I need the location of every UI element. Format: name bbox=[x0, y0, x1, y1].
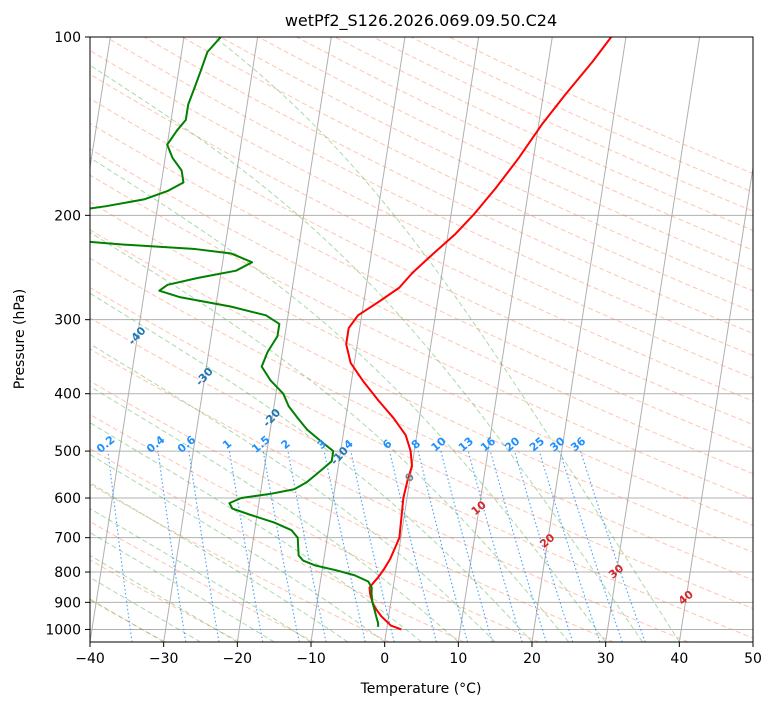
x-tick-label: 0 bbox=[380, 651, 389, 667]
dry-adiabat bbox=[90, 122, 753, 450]
dry-adiabat bbox=[90, 348, 689, 642]
moist-adiabat bbox=[90, 554, 238, 642]
moist-adiabat bbox=[90, 422, 422, 642]
isotherm-gridline bbox=[457, 37, 553, 642]
isotherm-gridline bbox=[384, 37, 480, 642]
dry-adiabat bbox=[90, 413, 540, 642]
isotherm-gridline bbox=[236, 37, 332, 642]
mixing-ratio-line bbox=[350, 450, 395, 642]
x-tick-label: 10 bbox=[449, 651, 467, 667]
isotherm-gridline bbox=[678, 164, 753, 642]
x-tick-label: 50 bbox=[744, 651, 762, 667]
y-tick-label: 600 bbox=[54, 491, 81, 507]
mixing-ratio-line bbox=[559, 450, 623, 642]
moist-adiabat bbox=[90, 385, 459, 642]
mixing-ratio-line bbox=[440, 450, 493, 642]
x-tick-label: 30 bbox=[597, 651, 615, 667]
y-tick-label: 800 bbox=[54, 565, 81, 581]
x-tick-label: 40 bbox=[670, 651, 688, 667]
y-tick-label: 1000 bbox=[45, 622, 81, 638]
x-tick-label: −40 bbox=[75, 651, 105, 667]
x-tick-label: −30 bbox=[149, 651, 179, 667]
isotherm-gridline bbox=[531, 37, 627, 642]
mixing-ratio-line bbox=[157, 451, 187, 642]
mixing-ratio-line bbox=[417, 450, 469, 642]
y-tick-label: 900 bbox=[54, 595, 81, 611]
moist-adiabat bbox=[90, 157, 607, 642]
x-tick-label: 20 bbox=[523, 651, 541, 667]
mixing-ratio-layer bbox=[107, 450, 646, 642]
mixing-ratio-line bbox=[514, 450, 574, 642]
x-tick-label: −20 bbox=[223, 651, 253, 667]
isotherm-gridline bbox=[163, 37, 259, 642]
dry-adiabat bbox=[90, 380, 614, 642]
dry-adiabat bbox=[90, 448, 465, 642]
moist-adiabat bbox=[90, 598, 164, 642]
chart-title: wetPf2_S126.2026.069.09.50.C24 bbox=[285, 11, 557, 31]
mixing-ratio-line bbox=[188, 451, 220, 642]
plot-area bbox=[90, 37, 753, 642]
mixing-ratio-line bbox=[389, 450, 437, 642]
dry-adiabat bbox=[90, 174, 753, 500]
moist-adiabat bbox=[90, 532, 275, 642]
y-tick-label: 200 bbox=[54, 208, 81, 224]
dry-adiabat bbox=[90, 520, 315, 642]
dry-adiabat bbox=[90, 73, 753, 402]
y-tick-label: 500 bbox=[54, 444, 81, 460]
mixing-ratio-line bbox=[580, 450, 646, 642]
moist-adiabat bbox=[90, 64, 643, 642]
mixing-ratio-line bbox=[107, 451, 133, 642]
grid-layer bbox=[90, 37, 753, 642]
dry-adiabat bbox=[90, 287, 753, 610]
axis-layer: −40 −30 −20 −10 0 10 20 30 40 50 100 200 300 400 500 60… bbox=[45, 30, 762, 667]
plot-frame bbox=[89, 36, 754, 643]
dry-adiabat bbox=[90, 257, 753, 581]
isotherm-gridline bbox=[310, 37, 406, 642]
dry-adiabat bbox=[90, 559, 241, 642]
y-axis-label: Pressure (hPa) bbox=[12, 289, 28, 389]
y-tick-label: 400 bbox=[54, 387, 81, 403]
series-layer bbox=[90, 37, 613, 631]
x-tick-label: −10 bbox=[296, 651, 326, 667]
y-tick-label: 100 bbox=[54, 30, 81, 46]
moist-adiabat bbox=[90, 292, 533, 642]
moist-adiabat bbox=[90, 453, 385, 642]
isotherm-gridline bbox=[605, 37, 701, 642]
moist-adiabat bbox=[214, 37, 680, 642]
dry-adiabat bbox=[90, 148, 753, 475]
adiabat-layer bbox=[90, 37, 753, 642]
isotherm-gridline bbox=[90, 37, 111, 171]
mixing-ratio-line bbox=[323, 450, 366, 642]
mixing-ratio-line bbox=[287, 451, 327, 642]
moist-adiabat bbox=[90, 576, 201, 642]
y-tick-label: 700 bbox=[54, 531, 81, 547]
x-axis-label: Temperature (°C) bbox=[360, 681, 482, 697]
y-tick-label: 300 bbox=[54, 313, 81, 329]
isotherm-gridline bbox=[90, 37, 185, 642]
dry-adiabat bbox=[90, 97, 753, 426]
mixing-ratio-line bbox=[489, 450, 547, 642]
dewpoint-profile-line bbox=[90, 37, 380, 627]
moist-adiabat bbox=[90, 343, 496, 642]
mixing-ratio-line bbox=[467, 450, 523, 642]
mixing-ratio-line bbox=[538, 450, 601, 642]
moist-adiabat bbox=[90, 482, 349, 642]
dry-adiabat bbox=[90, 201, 753, 526]
